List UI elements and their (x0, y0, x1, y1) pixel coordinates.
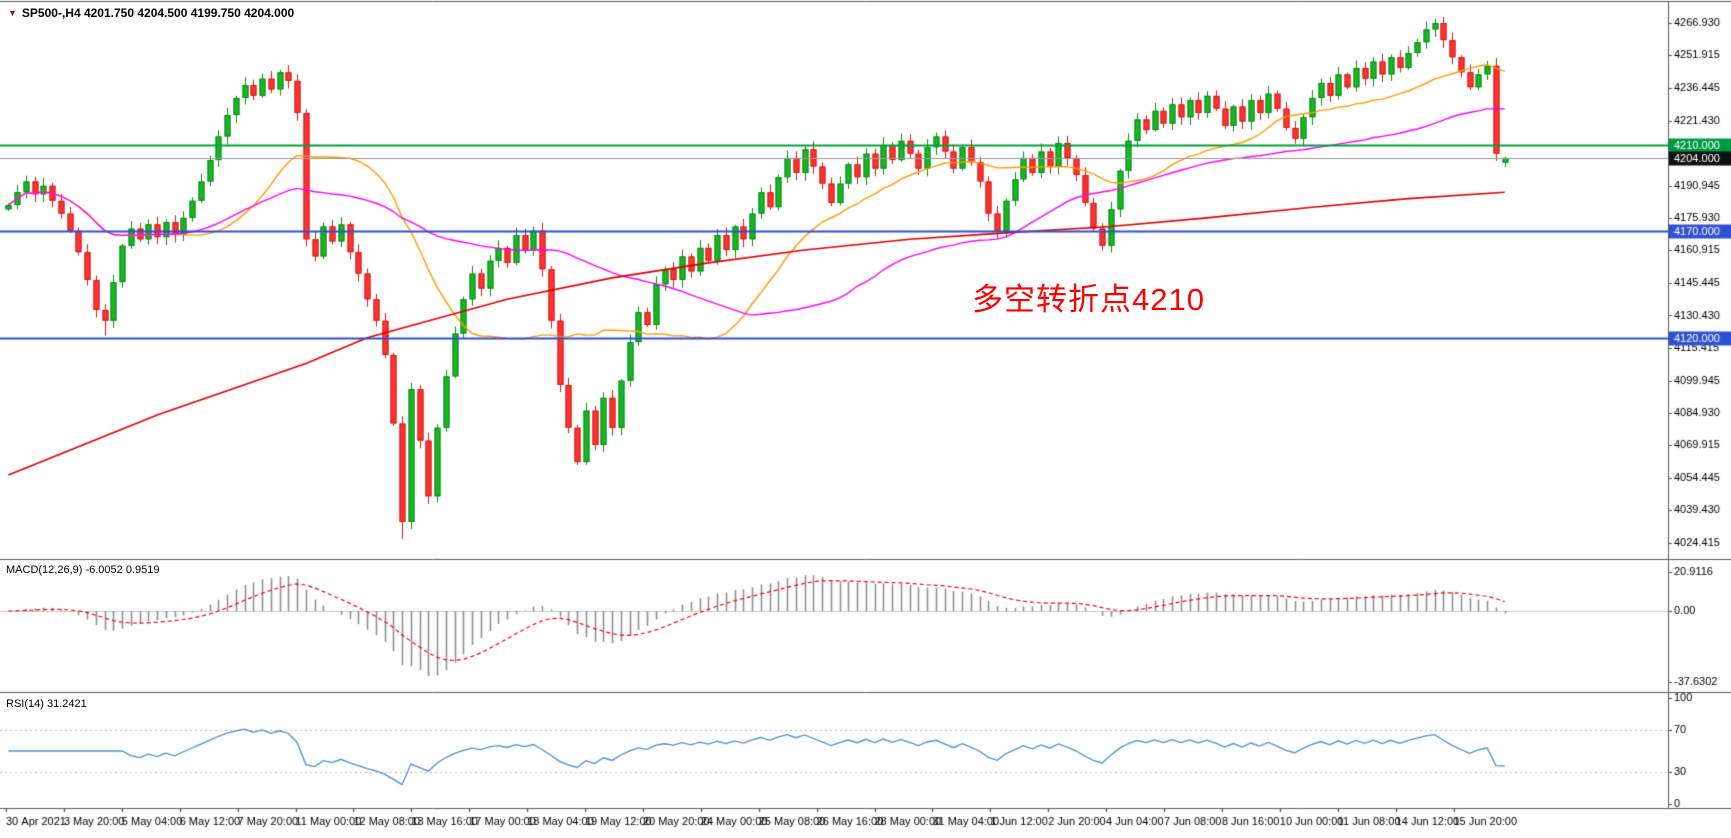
symbol-marker-icon: ▼ (8, 8, 17, 18)
chart-title: ▼ SP500-,H4 4201.750 4204.500 4199.750 42… (8, 6, 294, 20)
annotation-text[interactable]: 多空转折点4210 (972, 282, 1205, 317)
macd-indicator-label: MACD(12,26,9) -6.0052 0.9519 (6, 564, 160, 576)
chart-title-text: SP500-,H4 4201.750 4204.500 4199.750 420… (21, 6, 295, 20)
rsi-indicator-label: RSI(14) 31.2421 (6, 698, 87, 710)
